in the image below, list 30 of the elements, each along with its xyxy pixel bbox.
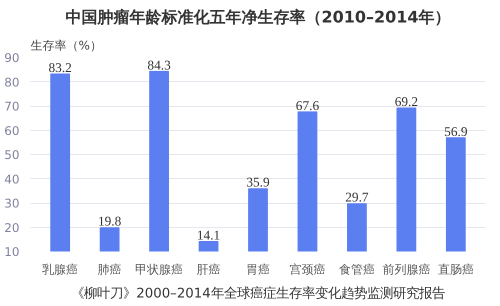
- data-label: 14.1: [196, 228, 220, 243]
- data-label: 35.9: [246, 174, 270, 190]
- data-label: 19.8: [98, 214, 122, 229]
- x-tick-label: 胃癌: [246, 262, 270, 276]
- data-label: 84.3: [147, 57, 172, 72]
- data-label: 56.9: [444, 124, 468, 139]
- x-tick-label: 甲状腺癌: [135, 262, 184, 276]
- x-tick-label: 肺癌: [98, 262, 122, 276]
- y-tick-label: 50: [4, 148, 20, 162]
- x-tick-label: 食管癌: [338, 262, 375, 276]
- y-tick-label: 40: [4, 172, 20, 186]
- data-label: 83.2: [48, 60, 72, 75]
- y-tick-label: 30: [4, 196, 20, 210]
- y-tick-label: 60: [4, 124, 20, 138]
- data-label: 29.7: [345, 190, 369, 205]
- text: 《柳叶刀》2000–2014年全球癌症生存率变化趋势监测研究报告: [71, 286, 445, 302]
- y-tick-label: 10: [4, 245, 20, 259]
- y-tick-label: 80: [4, 75, 20, 90]
- x-tick-label: 乳腺癌: [42, 262, 78, 276]
- x-tick-label: 前列腺癌: [382, 262, 430, 276]
- chart-title: 中国肿瘤年龄标准化五年净生存率（2010–2014年）: [65, 8, 451, 26]
- y-axis-title: 生存率（%）: [30, 38, 102, 52]
- x-tick-label: 肝癌: [196, 262, 221, 276]
- x-tick-label: 直肠癌: [438, 262, 474, 276]
- y-tick-label: 20: [4, 220, 20, 235]
- y-tick-label: 70: [4, 100, 20, 114]
- x-tick-label: 宫颈癌: [289, 262, 326, 276]
- data-label: 69.2: [394, 94, 418, 109]
- data-label: 67.6: [296, 98, 320, 113]
- y-tick-label: 90: [4, 51, 20, 65]
